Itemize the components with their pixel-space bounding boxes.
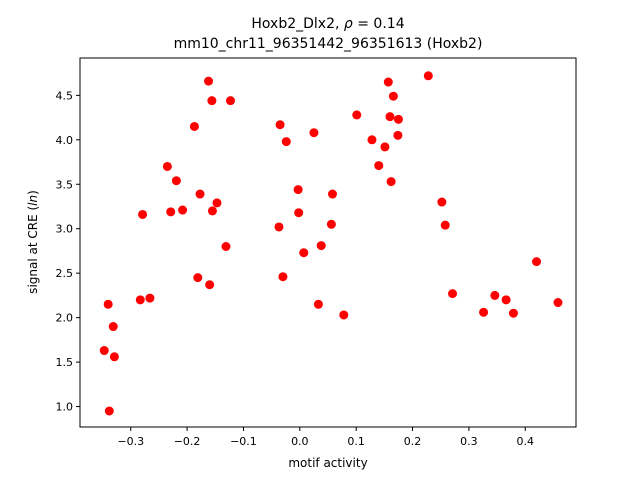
y-axis-label-prefix: signal at CRE ( bbox=[26, 206, 40, 294]
x-tick-label-5: 0.2 bbox=[404, 435, 422, 448]
data-point-25 bbox=[281, 137, 291, 147]
data-point-29 bbox=[309, 128, 319, 138]
data-point-43 bbox=[393, 130, 403, 140]
x-tick-label-4: 0.1 bbox=[347, 435, 365, 448]
x-axis-ticks: −0.3 −0.2 −0.1 0.0 0.1 0.2 0.3 0.4 bbox=[117, 427, 534, 448]
data-point-13 bbox=[193, 273, 203, 283]
x-tick-label-6: 0.3 bbox=[460, 435, 478, 448]
y-axis-label-italic: ln bbox=[26, 195, 40, 206]
data-point-38 bbox=[380, 142, 390, 152]
data-point-20 bbox=[221, 242, 231, 251]
data-point-1 bbox=[103, 299, 113, 309]
x-tick-label-3: 0.0 bbox=[291, 435, 309, 448]
data-point-22 bbox=[274, 222, 284, 232]
data-point-24 bbox=[278, 272, 288, 282]
data-point-47 bbox=[440, 220, 450, 230]
data-point-52 bbox=[508, 308, 518, 318]
data-point-28 bbox=[299, 248, 309, 258]
y-axis-ticks: 1.0 1.5 2.0 2.5 3.0 3.5 4.0 4.5 bbox=[56, 89, 80, 414]
data-point-41 bbox=[386, 177, 396, 187]
data-point-5 bbox=[135, 295, 145, 305]
chart-title-line2: mm10_chr11_96351442_96351613 (Hoxb2) bbox=[174, 36, 483, 52]
x-axis-label: motif activity bbox=[288, 456, 367, 470]
plot-frame bbox=[79, 57, 577, 428]
y-axis-label: signal at CRE (ln) bbox=[26, 190, 40, 294]
data-point-21 bbox=[225, 96, 235, 106]
data-point-16 bbox=[205, 280, 215, 290]
chart-title-prefix: Hoxb2_Dlx2, bbox=[251, 16, 344, 32]
data-point-53 bbox=[532, 257, 542, 267]
data-point-9 bbox=[166, 207, 176, 217]
y-axis-label-suffix: ) bbox=[26, 190, 40, 195]
data-point-7 bbox=[145, 293, 155, 303]
x-tick-label-2: −0.1 bbox=[230, 435, 257, 448]
data-point-6 bbox=[138, 209, 148, 219]
data-point-17 bbox=[207, 96, 217, 106]
y-tick-label-1: 1.5 bbox=[56, 356, 74, 369]
data-point-45 bbox=[423, 71, 433, 81]
data-point-46 bbox=[437, 197, 447, 207]
chart-title-rho: ρ bbox=[344, 16, 353, 32]
data-point-34 bbox=[339, 310, 349, 320]
data-point-2 bbox=[104, 406, 114, 416]
data-point-50 bbox=[490, 290, 500, 300]
y-tick-label-3: 2.5 bbox=[56, 267, 74, 280]
data-point-32 bbox=[326, 219, 336, 229]
y-tick-label-4: 3.0 bbox=[56, 223, 74, 236]
data-point-15 bbox=[204, 76, 214, 86]
data-point-48 bbox=[448, 289, 458, 299]
data-point-11 bbox=[178, 205, 188, 215]
data-point-0 bbox=[99, 346, 109, 356]
data-point-36 bbox=[367, 135, 377, 145]
data-point-8 bbox=[162, 161, 172, 171]
x-tick-label-7: 0.4 bbox=[517, 435, 535, 448]
data-point-40 bbox=[385, 112, 395, 122]
data-point-30 bbox=[313, 299, 323, 309]
data-point-31 bbox=[316, 241, 326, 251]
data-point-23 bbox=[275, 120, 285, 130]
data-point-3 bbox=[108, 322, 118, 332]
data-point-19 bbox=[212, 198, 222, 208]
data-point-49 bbox=[479, 307, 489, 317]
data-point-10 bbox=[171, 176, 181, 186]
data-point-33 bbox=[328, 189, 338, 199]
chart-title-suffix: = 0.14 bbox=[353, 16, 405, 32]
chart-title-line1: Hoxb2_Dlx2, ρ = 0.14 bbox=[251, 16, 404, 32]
data-point-51 bbox=[501, 295, 511, 305]
data-point-12 bbox=[189, 121, 199, 131]
data-point-14 bbox=[195, 189, 205, 199]
data-point-39 bbox=[383, 77, 393, 87]
y-tick-label-5: 3.5 bbox=[56, 178, 74, 191]
y-tick-label-7: 4.5 bbox=[56, 89, 74, 102]
data-point-27 bbox=[294, 208, 304, 218]
data-point-37 bbox=[374, 161, 384, 171]
data-point-42 bbox=[388, 91, 398, 101]
data-point-18 bbox=[207, 206, 217, 216]
x-tick-label-0: −0.3 bbox=[117, 435, 144, 448]
data-point-26 bbox=[293, 185, 303, 195]
data-point-4 bbox=[109, 352, 119, 362]
x-tick-label-1: −0.2 bbox=[174, 435, 201, 448]
data-points bbox=[99, 71, 563, 416]
data-point-44 bbox=[393, 114, 403, 124]
data-point-54 bbox=[553, 298, 563, 308]
data-point-35 bbox=[352, 110, 362, 120]
y-tick-label-0: 1.0 bbox=[56, 401, 74, 414]
y-tick-label-6: 4.0 bbox=[56, 134, 74, 147]
y-tick-label-2: 2.0 bbox=[56, 312, 74, 325]
